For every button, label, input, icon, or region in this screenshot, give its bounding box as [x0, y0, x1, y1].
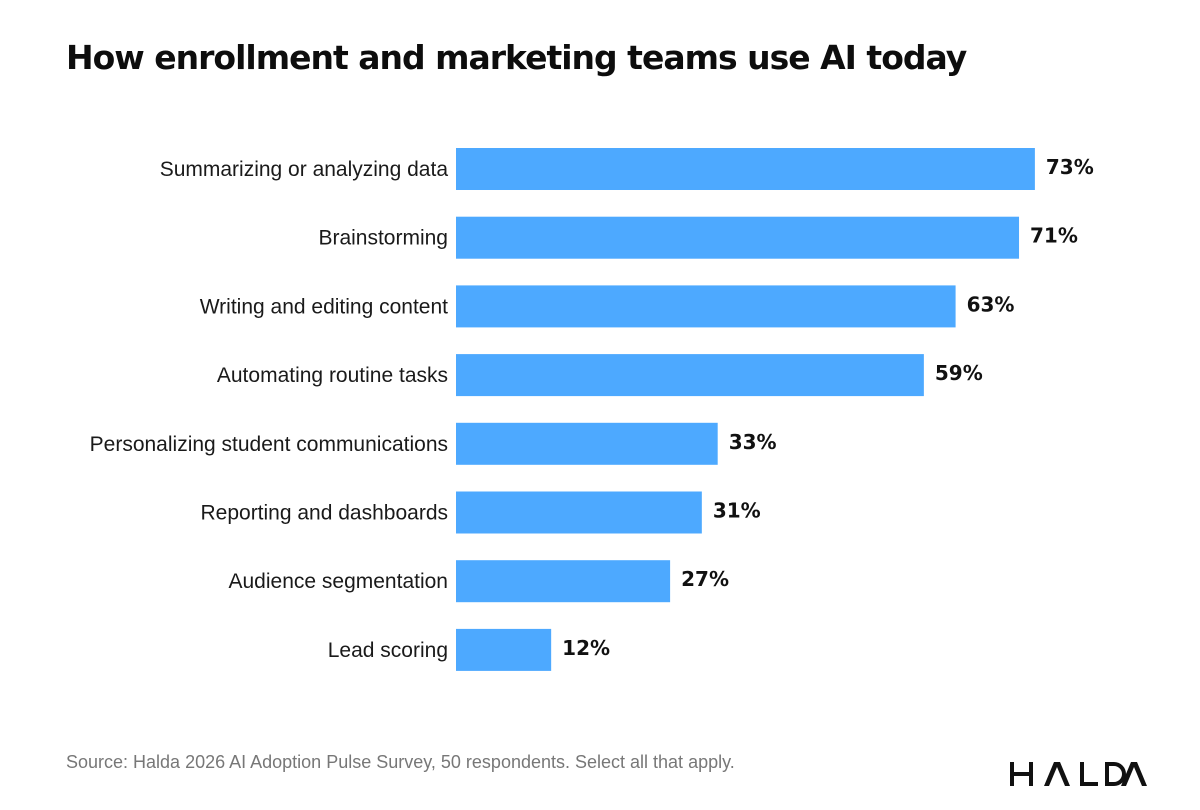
chart-title: How enrollment and marketing teams use A…	[66, 38, 967, 77]
bar	[456, 560, 671, 603]
bar	[456, 628, 552, 671]
value-label: 71%	[1030, 224, 1078, 248]
category-label: Reporting and dashboards	[200, 502, 448, 525]
bar	[456, 148, 1035, 190]
source-note: Source: Halda 2026 AI Adoption Pulse Sur…	[66, 752, 735, 772]
value-label: 27%	[681, 567, 729, 591]
bar	[456, 354, 924, 397]
value-label: 33%	[729, 430, 777, 454]
value-label: 31%	[713, 499, 761, 523]
halda-logo	[1010, 762, 1147, 786]
bar	[456, 422, 718, 465]
category-label: Automating routine tasks	[217, 364, 448, 387]
category-label: Lead scoring	[328, 639, 448, 662]
value-label: 59%	[935, 361, 983, 385]
category-label: Personalizing student communications	[90, 433, 448, 456]
value-label: 73%	[1046, 155, 1094, 179]
category-label: Audience segmentation	[229, 570, 449, 593]
bar	[456, 491, 702, 534]
category-label: Summarizing or analyzing data	[160, 158, 449, 181]
value-label: 12%	[562, 636, 610, 660]
value-label: 63%	[967, 292, 1015, 316]
bar	[456, 216, 1020, 259]
bar	[456, 285, 956, 328]
category-label: Writing and editing content	[200, 295, 448, 318]
category-label: Brainstorming	[318, 227, 448, 250]
